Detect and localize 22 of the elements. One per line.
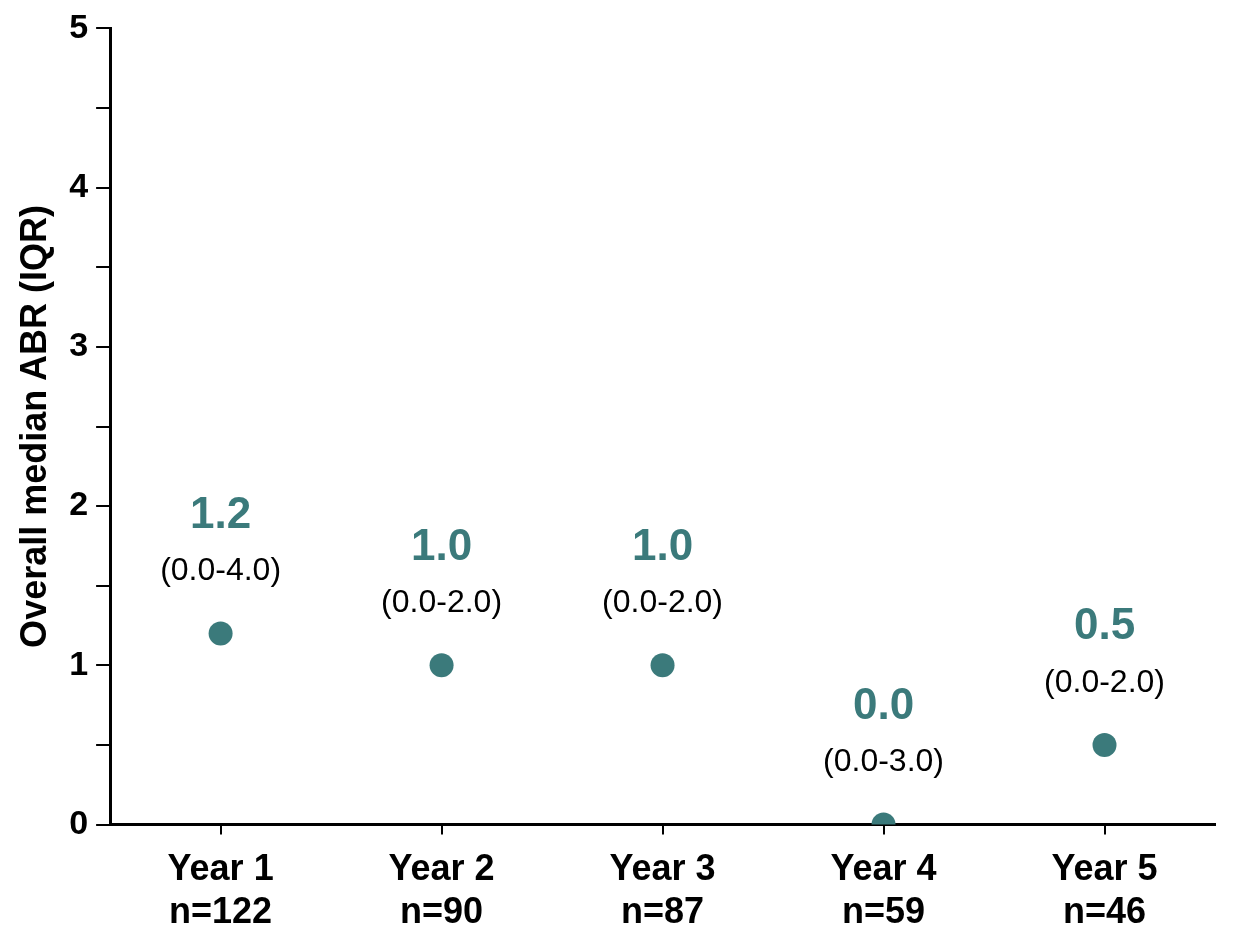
data-label: 1.0 [410, 519, 473, 569]
y-tick-label: 5 [69, 6, 89, 45]
x-tick-label: Year 4 n=59 [830, 847, 937, 932]
y-axis-title: Overall median ABR (IQR) [12, 205, 54, 648]
annotation: (0.0-4.0) [160, 551, 282, 588]
y-tick-label: 3 [69, 325, 89, 364]
x-tick-label: Year 5 n=46 [1051, 847, 1158, 932]
data-label: 0.5 [1073, 599, 1136, 649]
y-tick-label: 0 [69, 802, 89, 841]
data-label: 1.2 [190, 487, 252, 537]
y-tick-label: 4 [69, 166, 89, 205]
annotation: (0.0-3.0) [823, 742, 944, 779]
annotation: (0.0-2.0) [381, 583, 503, 620]
x-tick-label: Year 1 n=122 [167, 847, 274, 932]
annotation: (0.0-2.0) [1044, 662, 1165, 699]
x-tick-label: Year 3 n=87 [609, 847, 716, 932]
data-label: 0.0 [852, 678, 915, 728]
y-tick-label: 1 [69, 643, 89, 682]
data-label: 1.0 [631, 519, 694, 569]
annotation: (0.0-2.0) [602, 583, 724, 620]
x-tick-label: Year 2 n=90 [388, 847, 495, 932]
y-tick-label: 2 [69, 484, 89, 523]
